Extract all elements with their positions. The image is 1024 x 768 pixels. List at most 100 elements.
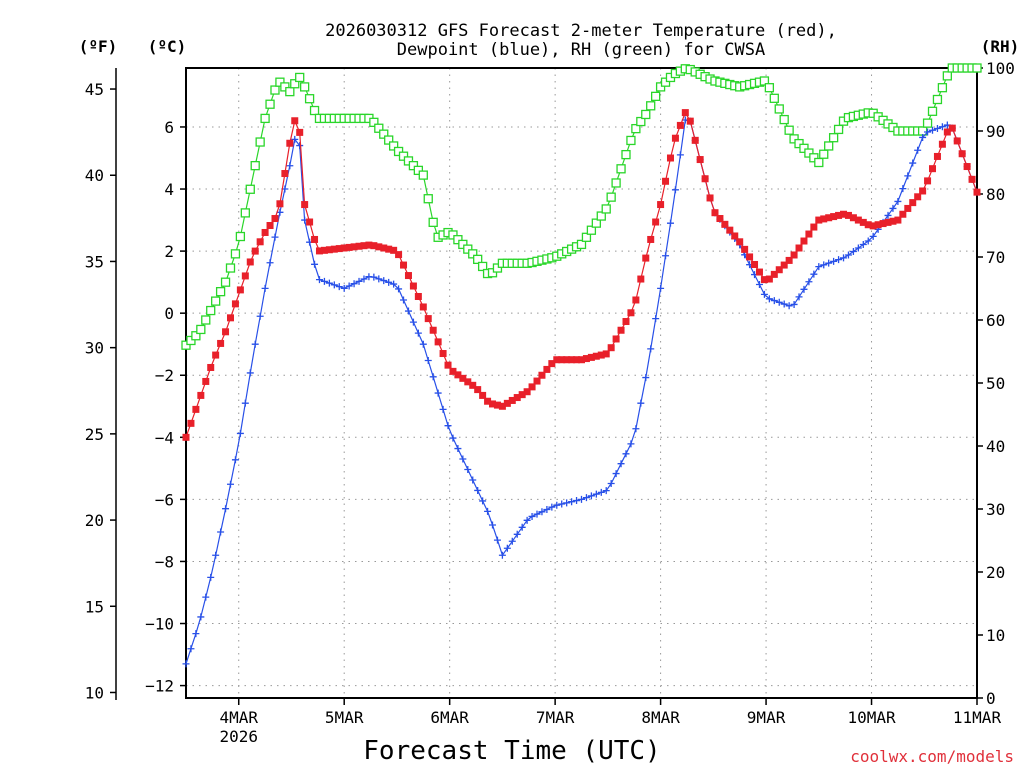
rh-marker xyxy=(255,137,265,147)
rh-marker xyxy=(809,153,819,163)
dewpoint-marker xyxy=(840,254,848,262)
dewpoint-marker xyxy=(484,507,492,515)
temperature-marker xyxy=(889,217,897,225)
temperature-marker xyxy=(879,220,887,228)
rh-tick-label: 50 xyxy=(986,374,1005,393)
rh-marker xyxy=(384,135,394,145)
temperature-marker xyxy=(637,275,645,283)
rh-marker xyxy=(458,239,468,250)
rh-marker xyxy=(260,113,270,124)
temperature-marker xyxy=(414,292,422,300)
temperature-marker xyxy=(553,356,561,364)
rh-marker xyxy=(309,105,320,116)
temperature-marker xyxy=(592,352,600,360)
rh-marker xyxy=(601,204,611,214)
dewpoint-marker xyxy=(909,159,917,167)
temperature-marker xyxy=(563,356,571,364)
temperature-marker xyxy=(212,351,220,359)
dewpoint-marker xyxy=(884,211,892,219)
rh-tick-label: 80 xyxy=(986,185,1005,204)
rh-marker xyxy=(388,141,399,151)
temperature-marker xyxy=(503,399,511,407)
rh-marker xyxy=(374,123,384,133)
temperature-marker xyxy=(820,215,828,223)
temperature-marker xyxy=(815,216,823,224)
temperature-marker xyxy=(459,374,467,382)
temperature-marker xyxy=(765,275,773,283)
dewpoint-marker xyxy=(479,497,487,505)
celsius-tick-label: 0 xyxy=(164,304,174,323)
dewpoint-marker xyxy=(256,312,264,320)
temperature-marker xyxy=(523,388,531,396)
dewpoint-marker xyxy=(548,503,556,511)
dewpoint-marker xyxy=(825,259,833,267)
temperature-marker xyxy=(924,177,932,185)
celsius-tick-label: 6 xyxy=(164,118,174,137)
temperature-marker xyxy=(533,377,541,385)
rh-marker xyxy=(408,160,419,171)
dewpoint-marker xyxy=(642,374,650,382)
rh-marker xyxy=(621,149,631,160)
temperature-marker xyxy=(434,338,442,346)
temperature-marker xyxy=(726,226,734,234)
temperature-marker xyxy=(943,128,951,136)
dewpoint-marker xyxy=(231,456,239,464)
rh-marker xyxy=(235,231,246,242)
celsius-tick-label: −8 xyxy=(155,552,174,571)
temperature-marker xyxy=(345,243,353,251)
rh-marker xyxy=(819,149,829,159)
dewpoint-marker xyxy=(924,128,932,136)
temperature-marker xyxy=(790,251,798,259)
temperature-marker xyxy=(825,214,833,222)
x-tick-label: 6MAR xyxy=(430,708,469,727)
rh-marker xyxy=(270,85,280,95)
temperature-marker xyxy=(301,201,309,209)
dewpoint-marker xyxy=(335,283,343,291)
temperature-marker xyxy=(187,419,195,427)
rh-marker xyxy=(606,192,616,202)
dewpoint-marker xyxy=(350,280,358,288)
temperature-marker xyxy=(805,230,813,238)
dewpoint-marker xyxy=(647,345,655,353)
temperature-marker xyxy=(948,124,956,132)
temperature-marker xyxy=(741,245,749,253)
temperature-marker xyxy=(676,121,684,129)
dewpoint-marker xyxy=(933,125,941,133)
rh-marker xyxy=(285,86,295,97)
dewpoint-marker xyxy=(533,510,541,518)
temperature-marker xyxy=(355,242,363,250)
rh-marker xyxy=(631,123,641,134)
temperature-marker xyxy=(770,270,778,278)
temperature-marker xyxy=(711,209,719,217)
dewpoint-marker xyxy=(543,505,551,513)
temperature-marker xyxy=(207,363,215,371)
temperature-marker xyxy=(666,154,674,162)
dewpoint-marker xyxy=(271,233,279,241)
rh-marker xyxy=(769,93,779,103)
celsius-tick-label: −6 xyxy=(155,490,174,509)
dewpoint-marker xyxy=(553,501,561,509)
dewpoint-marker xyxy=(790,300,798,308)
temperature-marker xyxy=(340,244,348,252)
temperature-marker xyxy=(691,136,699,144)
rh-marker xyxy=(774,104,784,114)
rh-marker xyxy=(789,134,799,144)
temperature-marker xyxy=(222,328,230,336)
dewpoint-marker xyxy=(286,162,294,170)
temperature-marker xyxy=(464,378,472,386)
dewpoint-marker xyxy=(261,284,269,292)
dewpoint-marker xyxy=(251,340,259,348)
dewpoint-marker xyxy=(291,135,299,143)
x-tick-label: 4MAR xyxy=(219,708,258,727)
dewpoint-marker xyxy=(493,536,501,544)
rh-marker xyxy=(473,254,483,265)
temperature-marker xyxy=(296,128,304,136)
dewpoint-marker xyxy=(820,261,828,269)
dewpoint-marker xyxy=(241,399,249,407)
dewpoint-marker xyxy=(513,530,521,538)
dewpoint-marker xyxy=(246,369,254,377)
dewpoint-marker xyxy=(518,523,526,531)
rh-marker xyxy=(245,184,255,194)
dewpoint-marker xyxy=(370,273,378,281)
fahrenheit-tick-label: 30 xyxy=(85,339,104,358)
